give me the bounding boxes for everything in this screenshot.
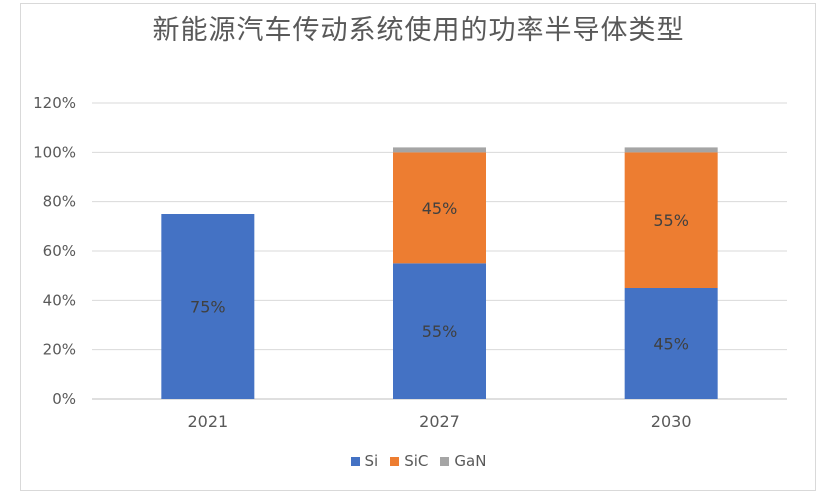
bar-si-2027: [393, 263, 486, 399]
legend-item-si: Si: [350, 452, 379, 470]
y-tick-label: 40%: [43, 291, 76, 309]
legend-swatch-si: [350, 456, 360, 466]
y-tick-label: 60%: [43, 242, 76, 260]
chart-title: 新能源汽车传动系统使用的功率半导体类型: [152, 15, 685, 46]
y-tick-label: 0%: [52, 390, 76, 408]
y-tick-label: 120%: [33, 94, 76, 112]
bar-gan-2030: [624, 147, 718, 153]
x-tick-label: 2021: [187, 412, 228, 431]
legend-item-gan: GaN: [440, 452, 486, 470]
legend-swatch-sic: [390, 456, 400, 466]
bar-gan-2027: [393, 147, 486, 153]
y-tick-label: 100%: [33, 143, 76, 161]
data-label: 55%: [422, 322, 458, 341]
legend-label-gan: GaN: [454, 452, 487, 470]
y-tick-label: 80%: [43, 193, 76, 211]
bar-si-2030: [624, 288, 718, 399]
y-tick-label: 20%: [43, 341, 76, 359]
data-label: 75%: [190, 298, 226, 317]
bar-si-2021: [161, 214, 255, 399]
data-label: 45%: [653, 335, 689, 354]
data-label: 55%: [653, 211, 689, 230]
legend-item-sic: SiC: [390, 452, 428, 470]
legend-label-sic: SiC: [404, 452, 429, 470]
data-label: 45%: [422, 199, 458, 218]
bar-sic-2030: [624, 152, 718, 288]
legend-swatch-gan: [440, 456, 450, 466]
legend-label-si: Si: [364, 452, 379, 470]
bar-sic-2027: [393, 152, 486, 264]
x-tick-label: 2030: [651, 412, 692, 431]
x-tick-label: 2027: [419, 412, 460, 431]
chart-legend: Si SiC GaN: [0, 452, 837, 470]
